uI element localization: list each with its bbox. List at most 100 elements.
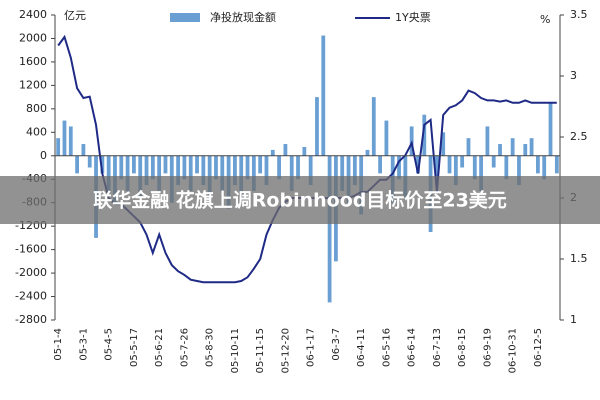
y-tick-label: 1600 — [19, 55, 47, 68]
bar — [340, 155, 345, 191]
x-tick-label: 06-12-5 — [533, 328, 544, 367]
bar — [479, 155, 483, 191]
x-tick-label: 06-6-14 — [407, 328, 418, 367]
bar — [264, 155, 269, 186]
y-tick-label: 0 — [40, 149, 47, 162]
bar — [466, 138, 471, 156]
x-tick-label: 05-7-26 — [179, 328, 190, 367]
x-tick-label: 06-5-16 — [381, 328, 392, 367]
bar — [321, 35, 326, 156]
bar — [258, 155, 263, 174]
x-tick-label: 05-12-20 — [280, 328, 291, 373]
bar — [498, 144, 502, 156]
bar — [195, 155, 199, 174]
y-tick-label: -1600 — [15, 243, 47, 256]
bar — [81, 144, 86, 156]
bar — [75, 155, 79, 174]
bar — [277, 155, 281, 180]
x-tick-label: 06-8-15 — [457, 328, 468, 367]
x-tick-label: 06-7-13 — [432, 328, 443, 367]
x-tick-label: 06-3-7 — [331, 328, 342, 361]
y-unit: 亿元 — [64, 9, 86, 22]
y-tick-label: -2800 — [15, 313, 47, 326]
x-tick-label: 06-4-11 — [356, 328, 367, 367]
legend-label: 净投放现金额 — [210, 10, 276, 24]
bar — [542, 155, 547, 180]
bar — [176, 155, 180, 186]
bar — [62, 120, 67, 156]
bar — [68, 126, 73, 156]
bar — [188, 155, 193, 191]
y2-tick-label: 2.5 — [570, 130, 588, 143]
bar — [150, 155, 155, 180]
bar — [441, 132, 446, 156]
y-tick-label: 400 — [26, 125, 47, 138]
y-tick-label: 2400 — [19, 8, 47, 21]
bar — [100, 155, 105, 174]
y-tick-label: -2000 — [15, 266, 47, 279]
bar — [132, 155, 136, 174]
bar — [365, 149, 370, 156]
bar — [106, 155, 111, 191]
bar — [422, 114, 427, 156]
y-tick-label: 800 — [26, 102, 47, 115]
bar — [56, 138, 61, 156]
x-tick-label: 06-1-17 — [306, 328, 317, 367]
bar — [352, 155, 357, 186]
bar — [302, 146, 307, 156]
x-tick-label: 06-10-31 — [508, 328, 519, 373]
bar — [453, 155, 458, 186]
bar — [510, 138, 515, 156]
bar — [270, 149, 275, 156]
y2-tick-label: 1.5 — [570, 252, 588, 265]
bar — [491, 155, 496, 168]
bar — [371, 97, 376, 156]
bar — [472, 155, 477, 180]
bar — [435, 155, 439, 180]
bar — [485, 126, 490, 156]
caption: 联华金融 花旗上调Robinhood目标价至23美元 — [93, 189, 507, 212]
bar — [87, 155, 92, 168]
bar — [119, 155, 124, 180]
bar — [460, 155, 465, 168]
bar — [289, 155, 294, 191]
x-tick-label: 05-6-21 — [154, 328, 165, 367]
x-tick-label: 05-11-15 — [255, 328, 266, 373]
bar — [283, 144, 288, 156]
x-tick-label: 05-4-5 — [104, 328, 115, 361]
bar — [125, 155, 130, 191]
x-tick-label: 05-1-4 — [53, 328, 64, 361]
bar — [536, 155, 540, 174]
bar — [163, 155, 168, 174]
bar — [296, 155, 300, 180]
y-tick-label: -2400 — [15, 290, 47, 303]
y2-tick-label: 3.5 — [570, 8, 588, 21]
bar — [447, 155, 452, 174]
y2-tick-label: 1 — [570, 313, 577, 326]
bar — [378, 155, 382, 174]
x-tick-label: 05-8-30 — [205, 328, 216, 367]
bar — [233, 155, 237, 186]
x-tick-label: 05-5-17 — [129, 328, 140, 367]
bar — [144, 155, 149, 186]
bar — [529, 138, 534, 156]
bar — [220, 155, 225, 191]
bar — [384, 120, 389, 156]
bar — [214, 155, 218, 180]
bar — [517, 155, 521, 186]
legend-label: 1Y央票 — [395, 11, 431, 24]
bar — [315, 97, 319, 156]
bar — [554, 155, 559, 174]
bar — [201, 155, 206, 186]
bar — [523, 144, 528, 156]
legend-swatch — [170, 13, 200, 22]
y-tick-label: 1200 — [19, 78, 47, 91]
bar — [157, 155, 162, 191]
bar — [308, 155, 313, 186]
bar — [327, 155, 332, 303]
x-tick-label: 05-10-11 — [230, 328, 241, 373]
x-tick-label: 05-3-1 — [78, 328, 89, 361]
caption-band — [0, 176, 600, 224]
bar — [397, 155, 401, 180]
y2-unit: % — [540, 13, 550, 26]
